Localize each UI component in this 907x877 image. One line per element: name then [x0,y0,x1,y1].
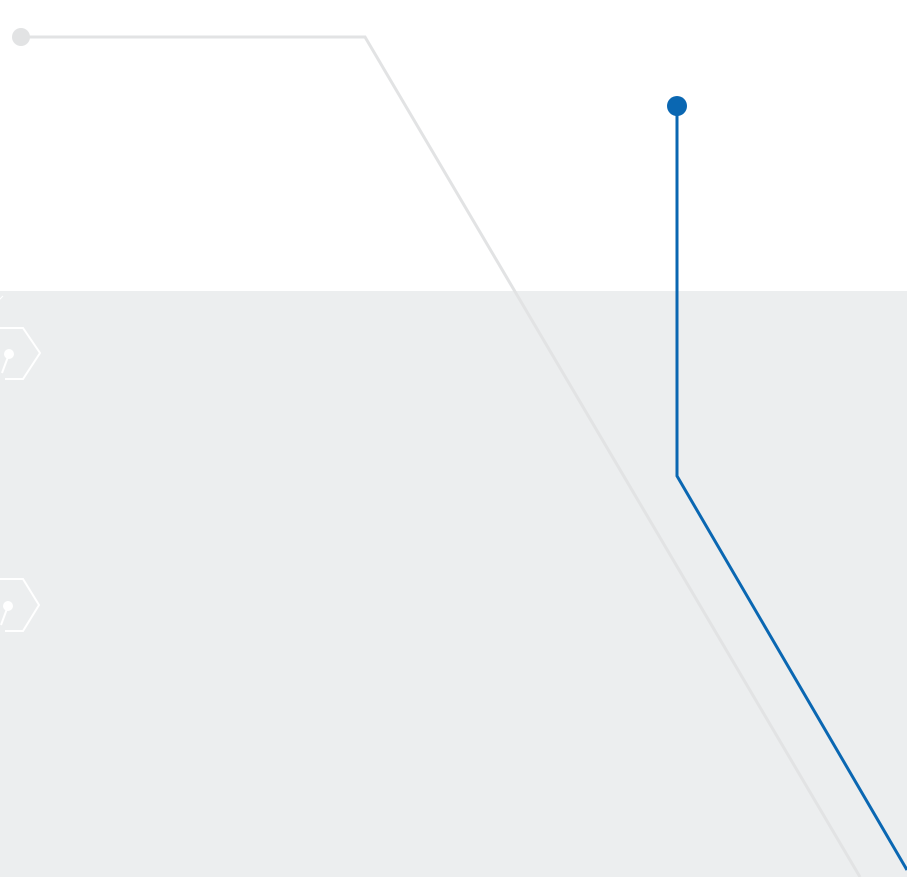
grey-circuit-trace [12,28,862,877]
blue-trace-line [675,106,907,871]
blue-circuit-trace [667,96,907,871]
hexagon-node-dot [4,349,14,359]
circuit-node-hexagon-icon [0,295,42,380]
hexagon-outline [0,295,4,300]
blue-trace-endpoint-dot [667,96,687,116]
circuit-node-hexagon-icon [0,578,41,632]
hexagon-node-dot [3,601,13,611]
hexagon-outline [0,327,42,380]
hexagon-outline [0,578,41,632]
grey-band [0,291,907,877]
grey-trace-line [21,35,862,877]
